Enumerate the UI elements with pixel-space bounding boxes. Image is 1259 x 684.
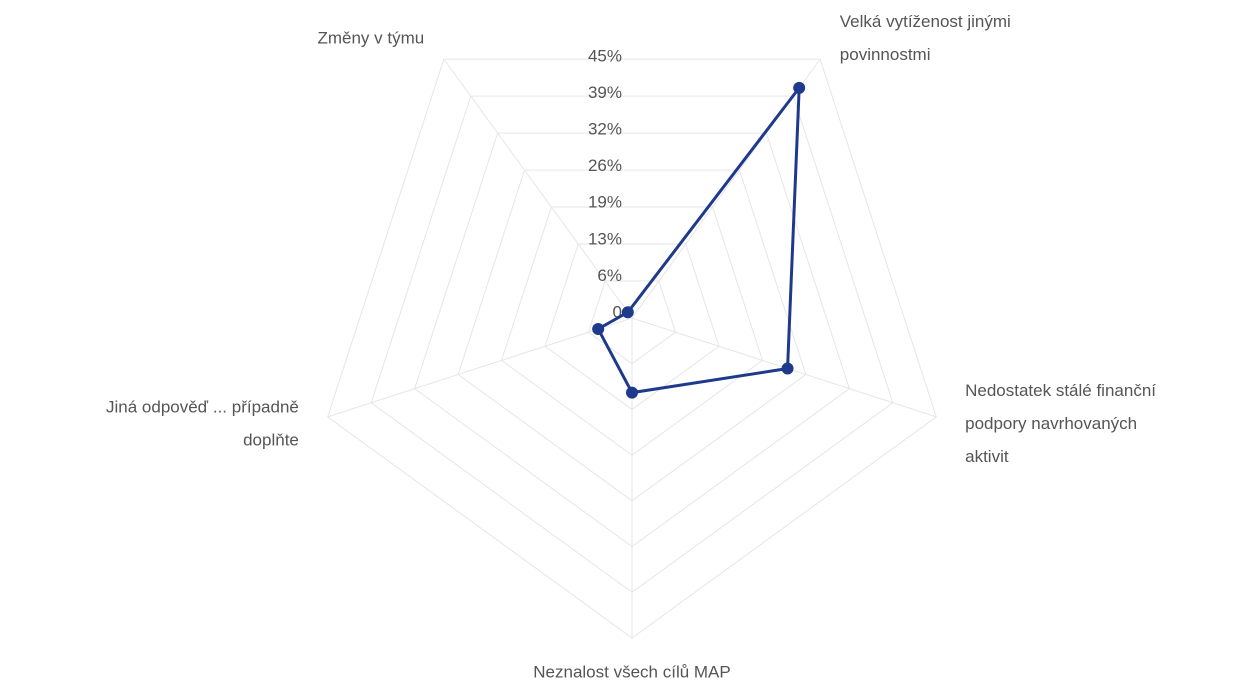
axis-line: [443, 58, 633, 319]
category-label: Neznalost všech cílů MAP: [533, 662, 730, 681]
category-label: Změny v týmu: [317, 28, 424, 47]
category-label: povinnostmi: [840, 45, 931, 64]
data-point: [793, 81, 806, 94]
grid-ring: [500, 206, 764, 456]
tick-label: 19%: [588, 193, 622, 212]
category-label: Jiná odpověď ... případně: [106, 398, 299, 417]
axis-line: [327, 317, 633, 418]
tick-label: 32%: [588, 120, 622, 139]
category-label: Velká vytíženost jinými: [840, 12, 1011, 31]
category-label: doplňte: [243, 431, 299, 450]
category-label: Nedostatek stálé finanční: [965, 381, 1156, 400]
grid-ring: [544, 243, 720, 411]
grid-ring: [327, 58, 937, 639]
data-point: [592, 322, 605, 335]
data-point: [626, 386, 638, 399]
category-label: aktivit: [965, 447, 1009, 466]
data-point: [621, 306, 634, 319]
tick-label: 13%: [588, 229, 622, 248]
tick-label: 39%: [588, 83, 622, 102]
tick-label: 0: [613, 302, 622, 321]
tick-label: 6%: [597, 266, 622, 285]
grid-ring: [370, 95, 894, 593]
grid-ring: [457, 169, 807, 502]
grid-ring: [414, 132, 850, 548]
tick-label: 45%: [588, 46, 622, 65]
tick-label: 26%: [588, 156, 622, 175]
category-label: podpory navrhovaných: [965, 414, 1137, 433]
data-point: [781, 362, 794, 375]
